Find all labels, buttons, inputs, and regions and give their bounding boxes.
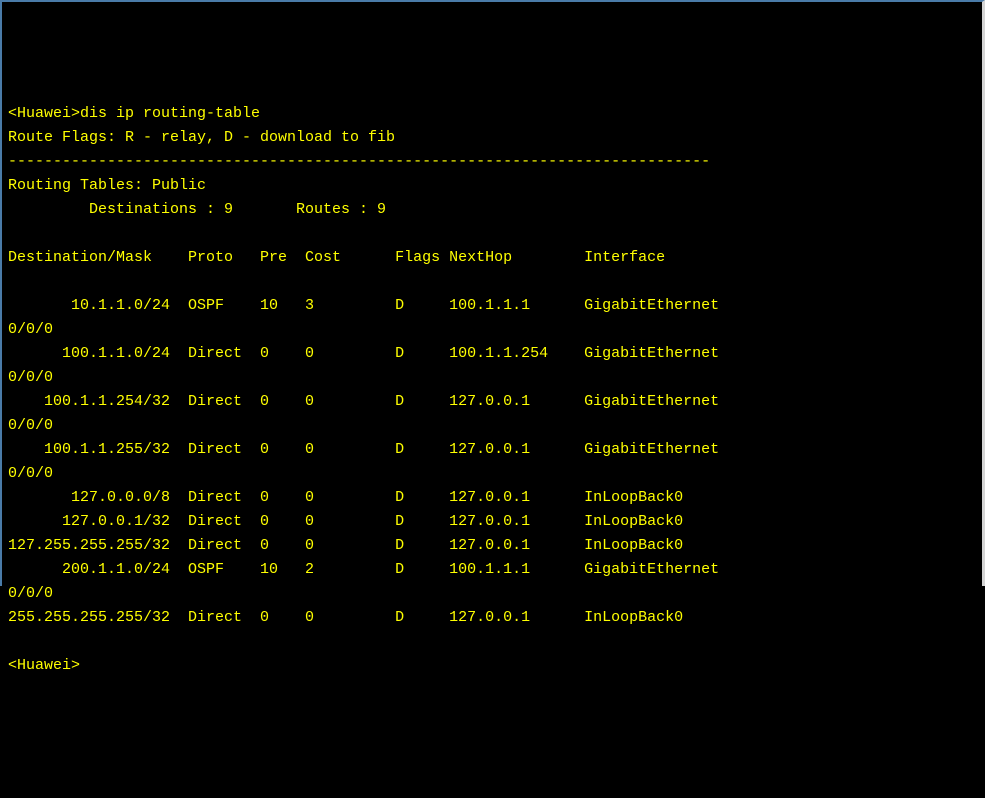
route-flags-line: Route Flags: R - relay, D - download to … [8,129,395,146]
column-headers: Destination/Mask Proto Pre Cost Flags Ne… [8,249,665,266]
command-text: dis ip routing-table [80,105,260,122]
final-prompt: <Huawei> [8,657,80,674]
tables-header: Routing Tables: Public [8,177,206,194]
prompt-line: <Huawei>dis ip routing-table [8,105,260,122]
routing-table-body: 10.1.1.0/24 OSPF 10 3 D 100.1.1.1 Gigabi… [8,297,719,626]
divider-line: ----------------------------------------… [8,153,710,170]
terminal-output: <Huawei>dis ip routing-table Route Flags… [8,102,976,678]
prompt-prefix: <Huawei> [8,105,80,122]
summary-line: Destinations : 9 Routes : 9 [8,201,386,218]
